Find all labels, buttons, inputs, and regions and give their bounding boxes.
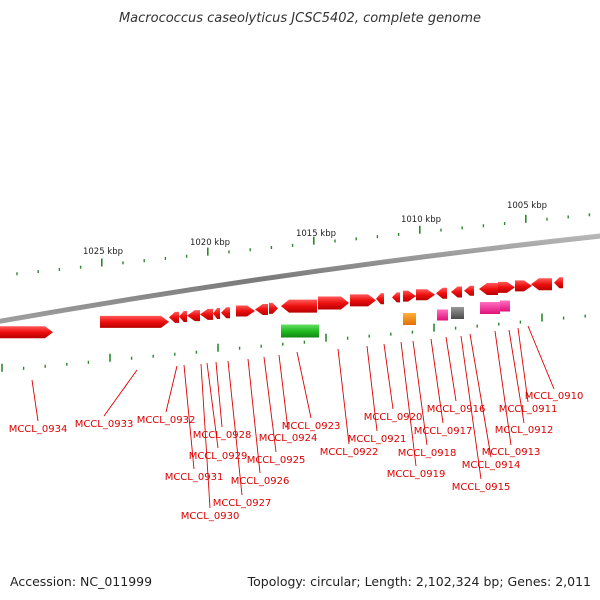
gene-label: MCCL_0926: [231, 476, 290, 487]
feature-grey: [451, 307, 464, 319]
gene-labels: MCCL_0910 MCCL_0911 MCCL_0912 MCCL_0913 MCCL…: [9, 391, 584, 522]
label-leader-line: [412, 340, 428, 446]
label-leader-line: [430, 338, 444, 424]
feature-track: [0, 277, 563, 339]
gene-label: MCCL_0918: [398, 448, 457, 459]
gene-feature: [392, 292, 400, 303]
gene-feature: [169, 311, 179, 323]
gene-label: MCCL_0919: [387, 469, 446, 480]
gene-label: MCCL_0929: [189, 451, 248, 462]
gene-label: MCCL_0924: [259, 433, 318, 444]
gene-label: MCCL_0934: [9, 424, 68, 435]
gene-label: MCCL_0915: [452, 482, 511, 493]
gene-feature: [479, 282, 498, 295]
gene-feature: [498, 281, 515, 293]
gene-label: MCCL_0932: [137, 415, 196, 426]
label-leader-line: [400, 341, 417, 467]
gene-label: MCCL_0916: [427, 404, 486, 415]
gene-label: MCCL_0923: [282, 421, 341, 432]
gene-label: MCCL_0925: [247, 455, 306, 466]
gene-label: MCCL_0933: [75, 419, 134, 430]
accession-text: Accession: NC_011999: [10, 574, 152, 589]
gene-feature: [318, 296, 349, 310]
gene-label: MCCL_0913: [482, 447, 541, 458]
scale-tick-label: 1010 kbp: [401, 215, 441, 225]
gene-label: MCCL_0920: [364, 412, 423, 423]
gene-feature: [436, 287, 447, 299]
label-leader-line: [278, 354, 289, 431]
feature-orange: [403, 313, 416, 325]
gene-label: MCCL_0931: [165, 472, 224, 483]
label-leader-line: [469, 333, 492, 458]
gene-label: MCCL_0921: [348, 434, 407, 445]
label-leader-line: [165, 365, 178, 413]
label-leader-line: [103, 369, 138, 417]
gene-feature: [464, 285, 474, 296]
scale-tick-label: 1025 kbp: [83, 247, 123, 257]
gene-feature: [213, 308, 220, 320]
rna-feature: [281, 324, 319, 338]
gene-feature: [100, 315, 169, 328]
genome-summary: Topology: circular; Length: 2,102,324 bp…: [247, 574, 591, 589]
label-leader-line: [383, 343, 394, 410]
gene-feature: [187, 310, 200, 322]
gene-label: MCCL_0914: [462, 460, 521, 471]
genome-backbone: [0, 233, 600, 324]
label-leader-line: [460, 335, 482, 480]
gene-feature: [515, 280, 532, 292]
label-leader-line: [508, 329, 525, 424]
gene-label: MCCL_0910: [525, 391, 584, 402]
gene-feature: [451, 286, 462, 298]
gene-feature: [255, 304, 268, 316]
gene-feature: [531, 278, 552, 291]
gene-feature: [554, 277, 563, 289]
label-leader-line: [247, 358, 261, 474]
map-title: Macrococcus caseolyticus JCSC5402, compl…: [119, 11, 481, 26]
scale-tick-label: 1005 kbp: [507, 201, 547, 211]
outer-tick-track: 1005 kbp 1010 kbp 1015 kbp 1020 kbp 1025 kbp: [16, 201, 591, 276]
feature-pink: [500, 300, 510, 312]
label-leader-line: [183, 364, 195, 470]
gene-feature: [269, 302, 278, 314]
label-leader-line: [366, 345, 378, 432]
gene-label: MCCL_0911: [499, 404, 558, 415]
label-leader-line: [337, 348, 350, 445]
label-leader-line: [527, 325, 555, 390]
gene-feature: [179, 311, 187, 323]
gene-feature: [221, 307, 230, 319]
label-leader-line: [517, 327, 529, 403]
label-leaders: [31, 325, 555, 509]
gene-feature: [376, 293, 384, 305]
label-leader-line: [445, 336, 457, 402]
gene-label: MCCL_0912: [495, 425, 554, 436]
label-leader-line: [227, 360, 243, 496]
label-leader-line: [200, 363, 211, 509]
label-leader-line: [494, 330, 512, 446]
gene-label: MCCL_0928: [193, 430, 252, 441]
label-leader-line: [206, 362, 219, 449]
gene-label: MCCL_0930: [181, 511, 240, 522]
gene-feature: [403, 290, 416, 302]
gene-label: MCCL_0922: [320, 447, 379, 458]
scale-tick-label: 1015 kbp: [296, 229, 336, 239]
gene-label: MCCL_0927: [213, 498, 272, 509]
label-leader-line: [296, 351, 312, 419]
gene-feature: [350, 294, 376, 307]
label-leader-line: [31, 379, 39, 422]
feature-pink: [437, 309, 448, 321]
inner-tick-track: [1, 313, 586, 372]
scale-tick-label: 1020 kbp: [190, 238, 230, 248]
label-leader-line: [263, 356, 277, 453]
gene-feature: [0, 326, 53, 339]
gene-feature: [281, 299, 317, 313]
gene-feature: [416, 289, 435, 301]
gene-feature: [200, 308, 213, 320]
label-leader-line: [215, 361, 223, 428]
feature-pink: [480, 302, 500, 314]
gene-feature: [236, 305, 255, 317]
gene-label: MCCL_0917: [414, 426, 473, 437]
